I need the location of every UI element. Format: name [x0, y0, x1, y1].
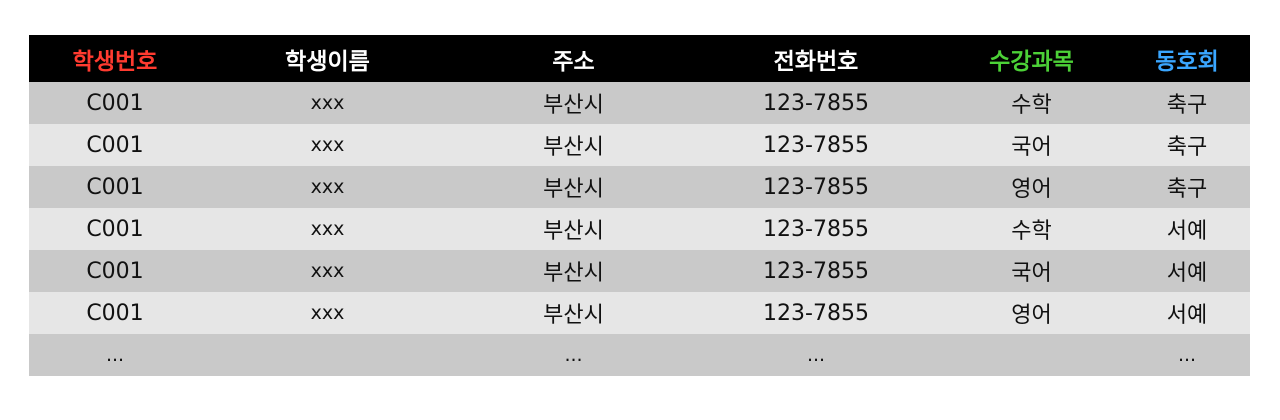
cell-student-name: xxx: [310, 134, 345, 156]
cell-student-id: C001: [86, 174, 144, 200]
cell-course: 영어: [1011, 177, 1052, 202]
cell-address: 부산시: [543, 219, 604, 244]
cell-student-name: xxx: [310, 176, 345, 198]
cell-club: 축구: [1166, 177, 1208, 202]
table-row: C001 xxx 부산시 123-7855 국어 서예: [29, 250, 1250, 292]
cell-phone: 123-7855: [763, 300, 869, 326]
cell-course: 수학: [1011, 93, 1052, 118]
cell-empty: [201, 334, 454, 376]
header-address: 주소: [552, 48, 595, 75]
table-header-row: 학생번호 학생이름 주소 전화번호 수강과목 동호회: [29, 35, 1250, 82]
cell-address: 부산시: [543, 135, 604, 160]
cell-club: 서예: [1166, 261, 1208, 286]
cell-ellipsis: ...: [564, 344, 583, 366]
cell-phone: 123-7855: [763, 216, 869, 242]
header-phone: 전화번호: [773, 48, 859, 75]
table-row: C001 xxx 부산시 123-7855 국어 축구: [29, 124, 1250, 166]
cell-ellipsis: ...: [1177, 344, 1197, 366]
cell-course: 수학: [1011, 219, 1052, 244]
cell-club: 축구: [1166, 135, 1208, 160]
cell-phone: 123-7855: [763, 90, 869, 116]
cell-course: 영어: [1011, 303, 1052, 328]
header-student-name: 학생이름: [285, 48, 370, 75]
cell-club: 서예: [1166, 219, 1208, 244]
cell-course: 국어: [1011, 135, 1052, 160]
table-row: C001 xxx 부산시 123-7855 영어 서예: [29, 292, 1250, 334]
cell-student-id: C001: [86, 300, 144, 326]
cell-address: 부산시: [543, 303, 604, 328]
table-row: C001 xxx 부산시 123-7855 수학 서예: [29, 208, 1250, 250]
table-row-ellipsis: ... ... ... ...: [29, 334, 1250, 376]
header-course: 수강과목: [989, 48, 1074, 75]
cell-student-name: xxx: [310, 302, 345, 324]
table-row: C001 xxx 부산시 123-7855 영어 축구: [29, 166, 1250, 208]
cell-student-id: C001: [86, 216, 144, 242]
cell-phone: 123-7855: [763, 258, 869, 284]
cell-student-id: C001: [86, 258, 144, 284]
cell-empty: [939, 334, 1124, 376]
header-club: 동호회: [1155, 48, 1219, 75]
cell-club: 축구: [1166, 93, 1208, 118]
cell-ellipsis: ...: [105, 344, 125, 366]
cell-student-name: xxx: [310, 218, 345, 240]
cell-address: 부산시: [543, 177, 604, 202]
cell-ellipsis: ...: [806, 344, 826, 366]
cell-student-name: xxx: [310, 92, 345, 114]
header-student-id: 학생번호: [72, 48, 158, 75]
table-row: C001 xxx 부산시 123-7855 수학 축구: [29, 82, 1250, 124]
cell-student-name: xxx: [310, 260, 345, 282]
cell-phone: 123-7855: [763, 132, 869, 158]
cell-course: 국어: [1011, 261, 1052, 286]
student-table-container: 학생번호 학생이름 주소 전화번호 수강과목 동호회 C001 xxx 부산시 …: [29, 35, 1250, 376]
cell-phone: 123-7855: [763, 174, 869, 200]
cell-student-id: C001: [86, 132, 144, 158]
cell-student-id: C001: [86, 90, 144, 116]
cell-address: 부산시: [543, 93, 604, 118]
student-table: 학생번호 학생이름 주소 전화번호 수강과목 동호회 C001 xxx 부산시 …: [29, 35, 1250, 376]
cell-club: 서예: [1166, 303, 1208, 328]
cell-address: 부산시: [543, 261, 604, 286]
